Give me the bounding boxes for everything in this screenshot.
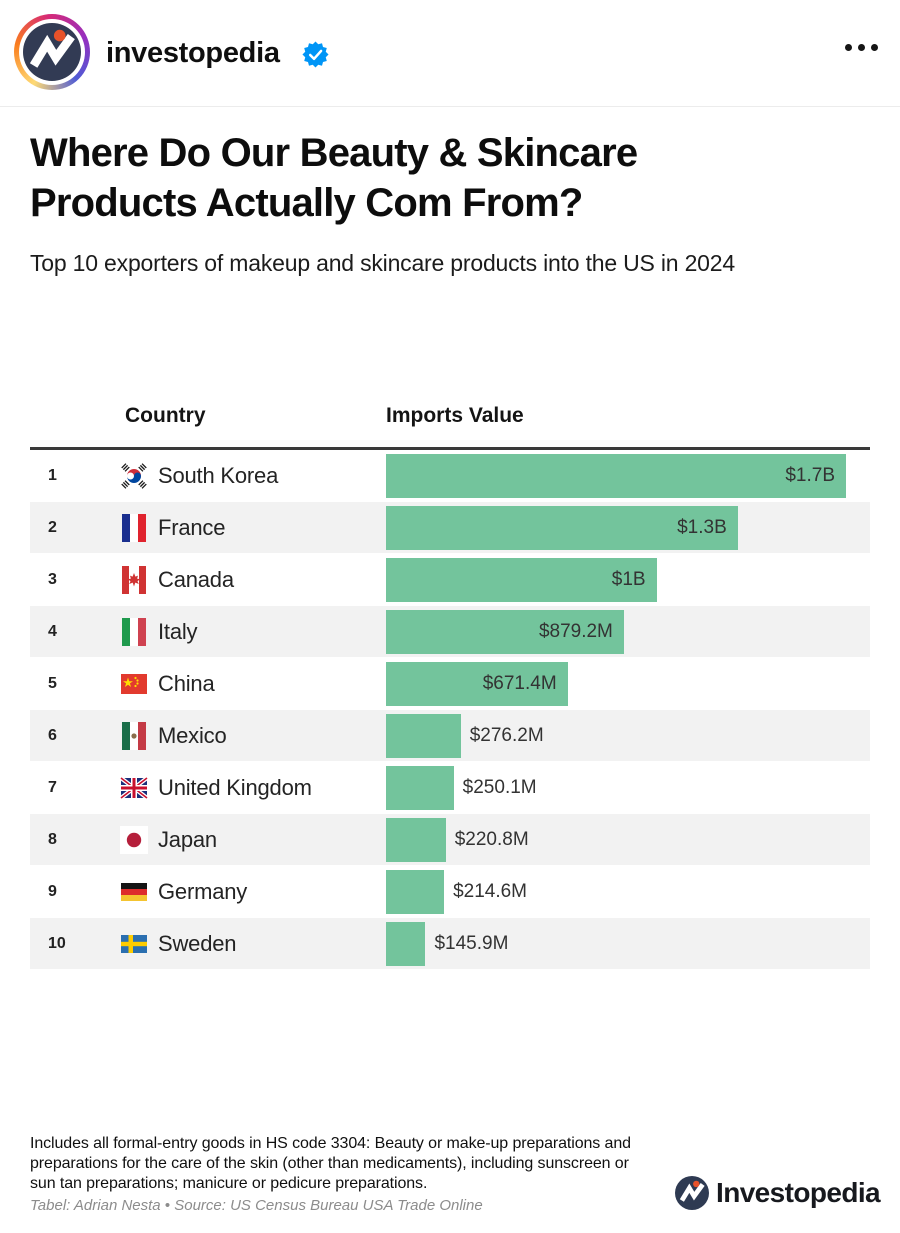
column-header-country: Country	[125, 404, 206, 427]
table-row: 9 Germany $214.6M $214.6M	[30, 866, 870, 918]
rank-label: 1	[48, 467, 57, 484]
source-credit: Tabel: Adrian Nesta • Source: US Census …	[30, 1197, 483, 1214]
avatar[interactable]	[14, 14, 90, 90]
united-kingdom-flag-icon	[120, 774, 148, 802]
page-title: Where Do Our Beauty & Skincare Products …	[30, 128, 638, 228]
table-row: 1	[30, 450, 870, 502]
value-label: $250.1M	[462, 777, 537, 798]
south-korea-flag-icon	[120, 462, 148, 490]
import-value-bar: $1.7B	[386, 454, 846, 498]
table-row: 7 United Kingdom	[30, 762, 870, 814]
import-value-bar: $250.1M	[386, 766, 454, 810]
rank-label: 2	[48, 519, 57, 536]
methodology-note: Includes all formal-entry goods in HS co…	[30, 1135, 631, 1192]
table-body: 1	[30, 450, 870, 970]
country-label: France	[158, 515, 226, 540]
table-row: 10 Sweden $145.9M $145.9M	[30, 918, 870, 970]
japan-flag-icon	[120, 826, 148, 854]
import-value-bar: $220.8M	[386, 818, 446, 862]
value-label: $671.4M	[482, 673, 557, 694]
rank-label: 9	[48, 883, 57, 900]
table-row: 6 Mexico $276.2M $276.2M	[30, 710, 870, 762]
mexico-flag-icon	[120, 722, 148, 750]
rank-label: 6	[48, 727, 57, 744]
value-label: $214.6M	[453, 881, 528, 902]
table-row: 5 China $671.4M	[30, 658, 870, 710]
column-header-imports-value: Imports Value	[386, 404, 524, 427]
value-label: $879.2M	[538, 621, 613, 642]
imports-table: Country Imports Value 1	[30, 402, 870, 970]
country-label: China	[158, 671, 215, 696]
import-value-bar: $145.9M	[386, 922, 426, 966]
table-header: Country Imports Value	[30, 402, 870, 436]
china-flag-icon	[120, 670, 148, 698]
header-rule	[30, 447, 870, 450]
rank-label: 8	[48, 831, 57, 848]
brand-name: Investopedia	[716, 1177, 881, 1208]
country-label: Japan	[158, 827, 217, 852]
dot-icon	[858, 44, 865, 51]
sweden-flag-icon	[120, 930, 148, 958]
more-options-button[interactable]	[845, 44, 878, 51]
investopedia-wordmark: Investopedia	[675, 1176, 881, 1210]
value-label: $145.9M	[434, 933, 509, 954]
country-label: Germany	[158, 879, 248, 904]
country-label: South Korea	[158, 463, 279, 488]
germany-flag-icon	[120, 878, 148, 906]
import-value-bar: $879.2M	[386, 610, 624, 654]
table-row: 3 Canada $1B $1B	[30, 554, 870, 606]
import-value-bar: $1.3B	[386, 506, 738, 550]
post-header: investopedia	[0, 0, 900, 107]
italy-flag-icon	[120, 618, 148, 646]
country-label: Sweden	[158, 931, 237, 956]
value-label: $1.7B	[785, 465, 835, 486]
page-subtitle: Top 10 exporters of makeup and skincare …	[30, 250, 735, 276]
import-value-bar: $1B	[386, 558, 657, 602]
canada-flag-icon	[120, 566, 148, 594]
value-label: $220.8M	[454, 829, 529, 850]
rank-label: 3	[48, 571, 57, 588]
table-row: 2 France $1.3B $1.3B	[30, 502, 870, 554]
country-label: Italy	[158, 619, 198, 644]
title-line-1: Where Do Our Beauty & Skincare	[30, 131, 638, 175]
value-label: $1B	[611, 569, 646, 590]
table-row: 8 Japan $220.8M $220.8M	[30, 814, 870, 866]
rank-label: 10	[48, 935, 66, 952]
import-value-bar: $276.2M	[386, 714, 461, 758]
import-value-bar: $671.4M	[386, 662, 568, 706]
verified-badge-icon	[302, 41, 329, 68]
country-label: Mexico	[158, 723, 227, 748]
import-value-bar: $214.6M	[386, 870, 445, 914]
username[interactable]: investopedia	[106, 37, 280, 69]
table-row: 4 Italy $879.2M $879.2M	[30, 606, 870, 658]
value-label: $1.3B	[677, 517, 727, 538]
france-flag-icon	[120, 514, 148, 542]
dot-icon	[845, 44, 852, 51]
value-label: $276.2M	[469, 725, 544, 746]
dot-icon	[871, 44, 878, 51]
rank-label: 5	[48, 675, 57, 692]
title-line-2: Products Actually Com From?	[30, 181, 583, 225]
investopedia-logo-icon	[675, 1176, 710, 1210]
country-label: United Kingdom	[158, 775, 312, 800]
country-label: Canada	[158, 567, 234, 592]
rank-label: 4	[48, 623, 57, 640]
rank-label: 7	[48, 779, 57, 796]
investopedia-logo-icon	[23, 23, 81, 81]
